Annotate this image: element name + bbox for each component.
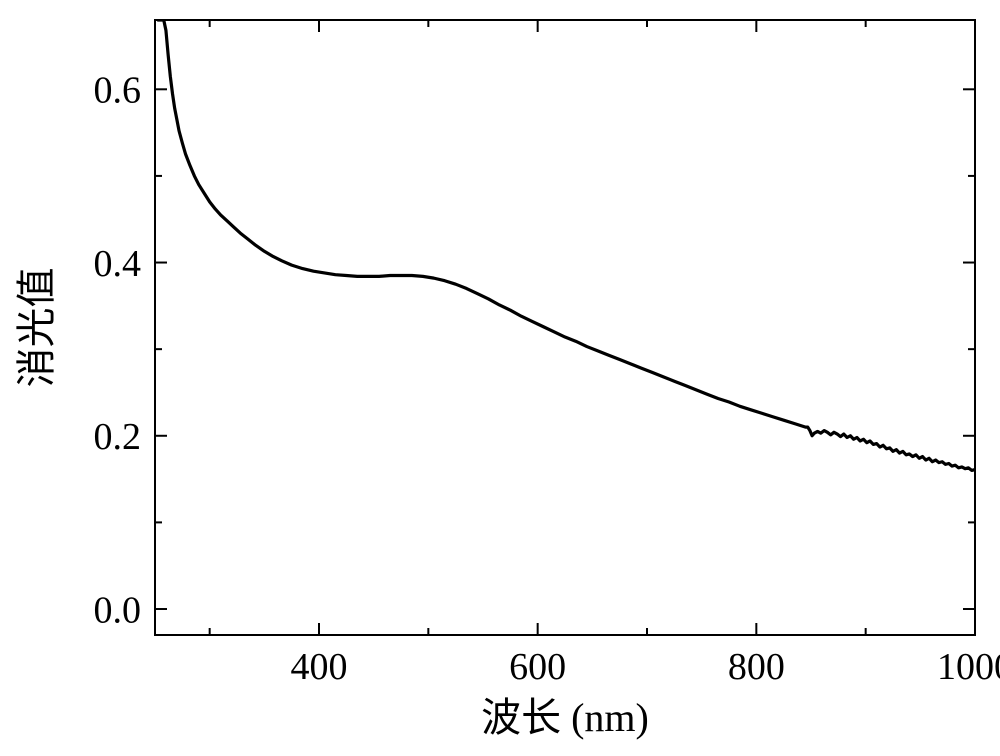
x-tick-label: 600: [509, 646, 566, 688]
y-tick-label: 0.2: [94, 416, 142, 458]
y-tick-label: 0.0: [94, 589, 142, 631]
y-tick-label: 0.6: [94, 70, 142, 112]
x-axis-label: 波长 (nm): [481, 695, 649, 740]
chart-svg: 400 600 800 1000 0.0 0.2 0.4 0.6 波长 (nm) 消光值: [0, 0, 1000, 756]
chart-background: [0, 0, 1000, 756]
extinction-spectrum-chart: 400 600 800 1000 0.0 0.2 0.4 0.6 波长 (nm) 消光值: [0, 0, 1000, 756]
x-tick-label: 800: [728, 646, 785, 688]
x-tick-label: 1000: [937, 646, 1000, 688]
y-axis-label: 消光值: [14, 268, 59, 388]
x-tick-label: 400: [291, 646, 348, 688]
y-tick-label: 0.4: [94, 243, 142, 285]
